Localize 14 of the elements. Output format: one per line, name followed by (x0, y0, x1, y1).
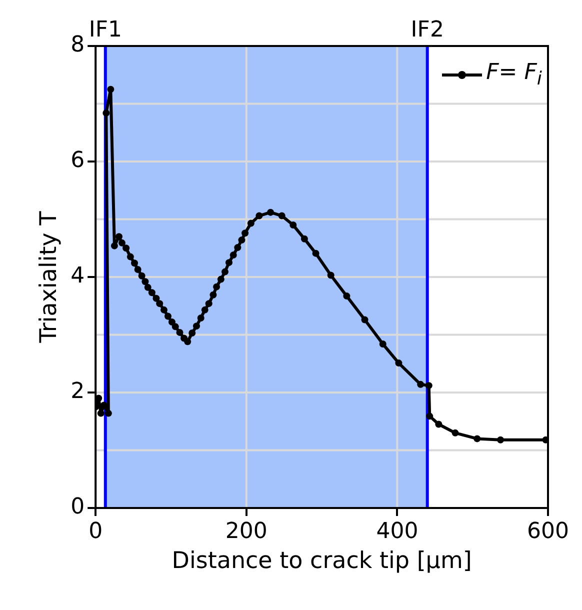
x-tick-label: 0 (88, 518, 103, 544)
y-tick-label: 0 (70, 494, 85, 520)
x-tick-label: 600 (527, 518, 569, 544)
y-axis-title: Triaxiality T (36, 210, 62, 344)
ref-line-label: IF1 (88, 18, 122, 43)
ref-line-label: IF2 (410, 18, 444, 43)
y-tick-label: 8 (70, 32, 85, 58)
y-tick-label: 2 (70, 379, 85, 404)
x-axis-title: Distance to crack tip [µm] (172, 548, 472, 574)
x-tick-label: 200 (225, 518, 268, 544)
x-tick-label: 400 (376, 518, 418, 544)
y-tick-label: 6 (70, 148, 85, 174)
legend-label: F= F$_{i}$ (486, 60, 542, 90)
y-tick-label: 4 (70, 264, 85, 289)
